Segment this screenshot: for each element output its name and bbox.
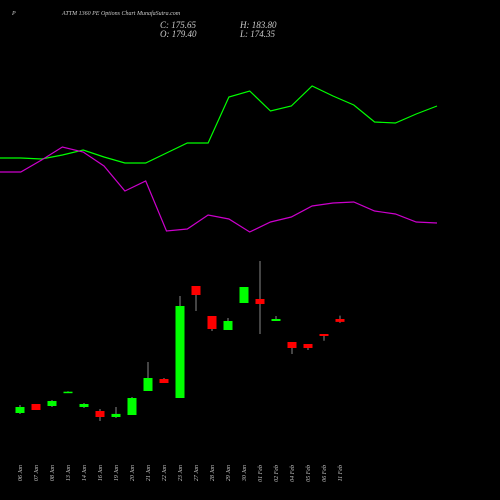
x-tick-label: 07 Jan [34,465,40,481]
overlay-line [0,146,438,233]
candle-body [143,378,153,391]
overlay-line [0,85,438,164]
candle-body [303,344,313,348]
x-tick-label: 27 Jan [194,465,200,481]
x-tick-label: 23 Jan [178,465,184,481]
x-tick-label: 28 Jan [210,465,216,481]
candle-body [127,398,137,415]
candle-body [95,411,105,417]
x-tick-label: 30 Jan [242,465,248,482]
candle-body [15,407,25,413]
x-tick-label: 02 Feb [274,465,280,482]
x-tick-label: 05 Feb [306,465,312,482]
candle-body [255,299,265,304]
candle-body [63,391,73,394]
x-tick-label: 29 Jan [226,465,232,481]
ohlc-label: O: 179.40 [160,29,197,39]
candle-body [271,319,281,321]
x-tick-label: 13 Jan [66,465,72,481]
candle-body [31,404,41,410]
candle-body [191,286,201,295]
x-tick-label: 19 Jan [114,465,120,481]
x-tick-label: 16 Jan [98,465,104,481]
x-tick-label: 11 Feb [338,465,344,481]
ohlc-label: C: 175.65 [160,20,197,30]
x-tick-label: 22 Jan [162,465,168,481]
ohlc-label: L: 174.35 [239,29,276,39]
candle-body [175,306,185,398]
candle-body [207,316,217,329]
chart-title-prefix: P [11,11,16,17]
x-tick-label: 08 Jan [50,465,56,481]
x-tick-label: 14 Jan [81,465,88,481]
candle-body [159,379,169,383]
candle-body [47,401,57,406]
x-tick-label: 20 Jan [130,465,136,481]
x-tick-label: 21 Jan [146,465,152,481]
candle-body [79,404,89,407]
candle-body [223,321,233,330]
ohlc-label: H: 183.80 [239,20,277,30]
candle-body [111,413,121,417]
candle-body [239,287,249,303]
x-tick-label: 01 Feb [258,465,264,482]
chart-title: ATTM 1360 PE Options Chart MunafaSutra.c… [61,10,181,17]
x-tick-label: 04 Feb [289,465,296,482]
x-tick-label: 06 Jan [18,465,24,481]
x-tick-label: 06 Feb [322,465,328,482]
candle-body [287,342,297,348]
candle-body [335,319,345,322]
candle-body [319,334,329,336]
